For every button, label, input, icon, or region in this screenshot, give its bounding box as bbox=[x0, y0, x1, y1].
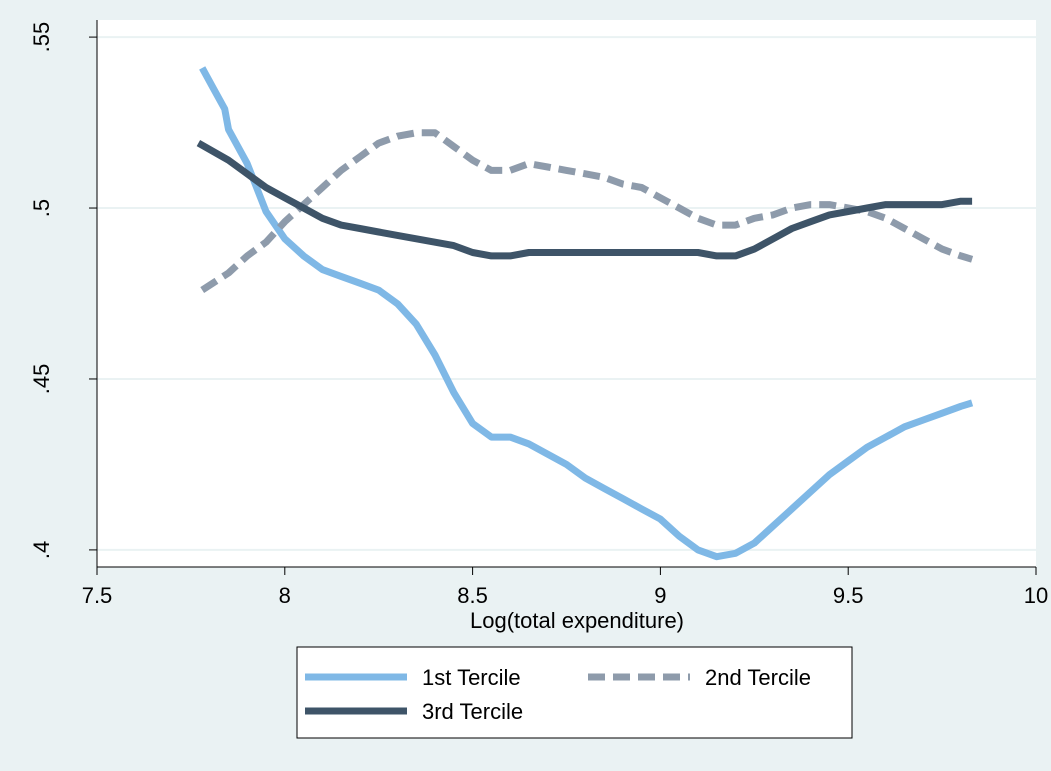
y-tick-label-0: .4 bbox=[29, 541, 54, 559]
x-tick-label-3: 9 bbox=[654, 583, 666, 608]
series-line-tercile1 bbox=[199, 66, 974, 561]
series-lines bbox=[196, 66, 974, 561]
axes: 7.5 8 8.5 9 9.5 10 .4 .45 .5 .55 bbox=[29, 20, 1048, 608]
legend-label-tercile1: 1st Tercile bbox=[422, 665, 521, 690]
x-tick-label-1: 8 bbox=[279, 583, 291, 608]
x-tick-label-2: 8.5 bbox=[457, 583, 488, 608]
y-tick-label-1: .45 bbox=[29, 364, 54, 395]
legend-label-tercile2: 2nd Tercile bbox=[705, 665, 811, 690]
x-tick-label-4: 9.5 bbox=[833, 583, 864, 608]
series-line-tercile3 bbox=[196, 140, 973, 260]
plot-area bbox=[97, 20, 1036, 567]
legend: 1st Tercile 2nd Tercile 3rd Tercile bbox=[296, 646, 853, 739]
x-tick-label-0: 7.5 bbox=[82, 583, 113, 608]
x-tick-label-5: 10 bbox=[1024, 583, 1048, 608]
x-axis-title: Log(total expenditure) bbox=[470, 608, 684, 633]
legend-label-tercile3: 3rd Tercile bbox=[422, 699, 523, 724]
legend-box bbox=[296, 646, 853, 739]
y-tick-label-2: .5 bbox=[29, 199, 54, 217]
y-tick-label-3: .55 bbox=[29, 22, 54, 53]
